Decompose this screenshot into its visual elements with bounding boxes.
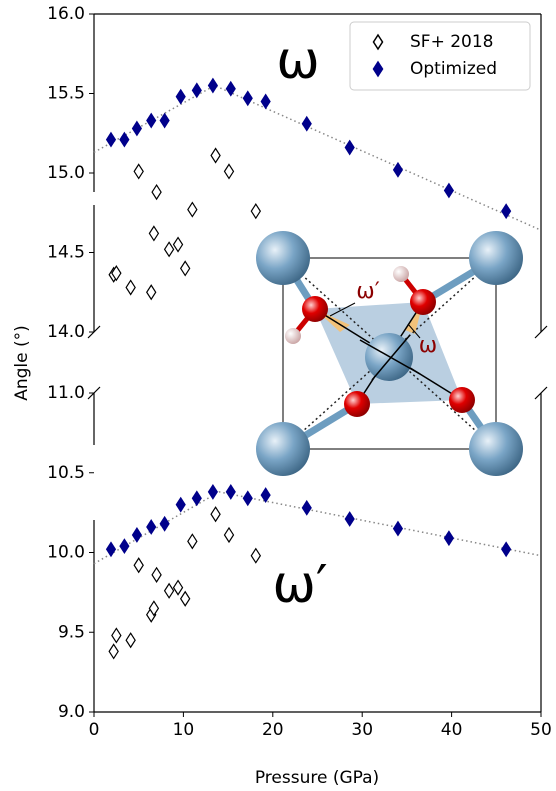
inset-structure (256, 231, 523, 476)
data-point (132, 121, 141, 135)
data-point (208, 79, 217, 93)
y-tick-label: 10.0 (47, 543, 85, 563)
x-tick-label: 20 (262, 720, 284, 740)
data-point (165, 584, 174, 598)
y-tick-label: 11.0 (47, 383, 85, 403)
data-point (152, 568, 161, 582)
data-point (345, 512, 354, 526)
data-point (134, 558, 143, 572)
inset-label: ω′ (356, 279, 379, 304)
data-point (160, 517, 169, 531)
trend-line (94, 492, 541, 564)
panel-annotation: ω (276, 31, 320, 91)
data-point (132, 528, 141, 542)
data-point (211, 507, 220, 521)
data-point (120, 539, 129, 553)
y-axis-label: Angle (°) (12, 325, 32, 401)
data-point (126, 280, 135, 294)
data-point (181, 261, 190, 275)
x-tick-label: 0 (89, 720, 100, 740)
data-point (176, 498, 185, 512)
data-point (251, 204, 260, 218)
y-tick-label: 9.0 (58, 702, 85, 722)
data-point (211, 149, 220, 163)
data-point (345, 141, 354, 155)
y-tick-label: 15.5 (47, 84, 85, 104)
data-point (188, 203, 197, 217)
data-point (502, 542, 511, 556)
data-point (165, 242, 174, 256)
data-point (224, 528, 233, 542)
inset-label: ω (419, 333, 437, 358)
y-tick-label: 14.0 (47, 322, 85, 342)
x-tick-label: 30 (351, 720, 373, 740)
data-point (188, 534, 197, 548)
legend-label: Optimized (410, 59, 497, 79)
x-tick-label: 10 (173, 720, 195, 740)
data-point (149, 226, 158, 240)
data-point (192, 83, 201, 97)
data-point (106, 542, 115, 556)
chart: Angle (°) Pressure (GPa) ω ω′ ω′ ω SF+ 2… (0, 0, 556, 791)
data-point (224, 164, 233, 178)
panel-annotation: ω′ (272, 555, 327, 615)
data-point (243, 491, 252, 505)
data-point (208, 485, 217, 499)
legend-label: SF+ 2018 (410, 32, 493, 52)
x-axis-label: Pressure (GPa) (255, 768, 379, 788)
data-point (147, 114, 156, 128)
y-tick-label: 15.0 (47, 163, 85, 183)
data-point (302, 117, 311, 131)
data-point (393, 522, 402, 536)
data-point (243, 91, 252, 105)
x-tick-label: 40 (441, 720, 463, 740)
data-point (174, 581, 183, 595)
data-point (393, 163, 402, 177)
data-point (112, 628, 121, 642)
data-point (152, 185, 161, 199)
data-point (302, 501, 311, 515)
data-point (444, 183, 453, 197)
data-point (226, 485, 235, 499)
data-point (444, 531, 453, 545)
data-point (120, 133, 129, 147)
data-point (181, 592, 190, 606)
data-point (134, 164, 143, 178)
data-point (176, 90, 185, 104)
y-tick-label: 10.5 (47, 463, 85, 483)
y-tick-label: 9.5 (58, 622, 85, 642)
data-point (106, 133, 115, 147)
data-point (251, 549, 260, 563)
data-point (147, 520, 156, 534)
data-point (109, 644, 118, 658)
x-tick-label: 50 (530, 720, 552, 740)
trend-line (94, 86, 541, 231)
data-point (261, 488, 270, 502)
data-point (126, 633, 135, 647)
y-tick-label: 14.5 (47, 243, 85, 263)
y-tick-label: 16.0 (47, 4, 85, 24)
data-point (174, 238, 183, 252)
data-point (147, 285, 156, 299)
